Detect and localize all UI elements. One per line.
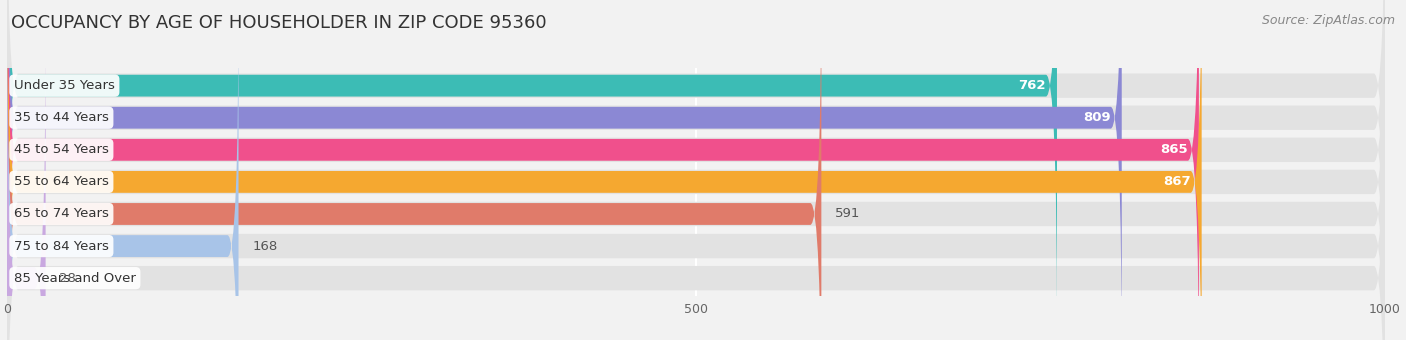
FancyBboxPatch shape <box>7 0 1122 340</box>
FancyBboxPatch shape <box>7 0 1385 340</box>
Text: 85 Years and Over: 85 Years and Over <box>14 272 136 285</box>
FancyBboxPatch shape <box>7 0 1385 330</box>
FancyBboxPatch shape <box>7 0 1385 340</box>
Text: OCCUPANCY BY AGE OF HOUSEHOLDER IN ZIP CODE 95360: OCCUPANCY BY AGE OF HOUSEHOLDER IN ZIP C… <box>11 14 547 32</box>
FancyBboxPatch shape <box>7 0 821 340</box>
FancyBboxPatch shape <box>7 2 1385 340</box>
Text: 55 to 64 Years: 55 to 64 Years <box>14 175 108 188</box>
Text: 809: 809 <box>1083 111 1111 124</box>
Text: 762: 762 <box>1018 79 1046 92</box>
Text: 867: 867 <box>1163 175 1191 188</box>
FancyBboxPatch shape <box>7 0 1202 340</box>
Text: 35 to 44 Years: 35 to 44 Years <box>14 111 108 124</box>
Text: Under 35 Years: Under 35 Years <box>14 79 115 92</box>
Text: Source: ZipAtlas.com: Source: ZipAtlas.com <box>1261 14 1395 27</box>
FancyBboxPatch shape <box>7 34 1385 340</box>
FancyBboxPatch shape <box>7 0 1199 340</box>
FancyBboxPatch shape <box>7 0 1057 332</box>
FancyBboxPatch shape <box>7 0 1385 340</box>
Text: 865: 865 <box>1160 143 1188 156</box>
FancyBboxPatch shape <box>7 0 239 340</box>
Text: 65 to 74 Years: 65 to 74 Years <box>14 207 108 220</box>
Text: 168: 168 <box>252 240 277 253</box>
Text: 28: 28 <box>59 272 76 285</box>
Text: 591: 591 <box>835 207 860 220</box>
FancyBboxPatch shape <box>7 32 45 340</box>
FancyBboxPatch shape <box>7 0 1385 340</box>
Text: 75 to 84 Years: 75 to 84 Years <box>14 240 108 253</box>
Text: 45 to 54 Years: 45 to 54 Years <box>14 143 108 156</box>
